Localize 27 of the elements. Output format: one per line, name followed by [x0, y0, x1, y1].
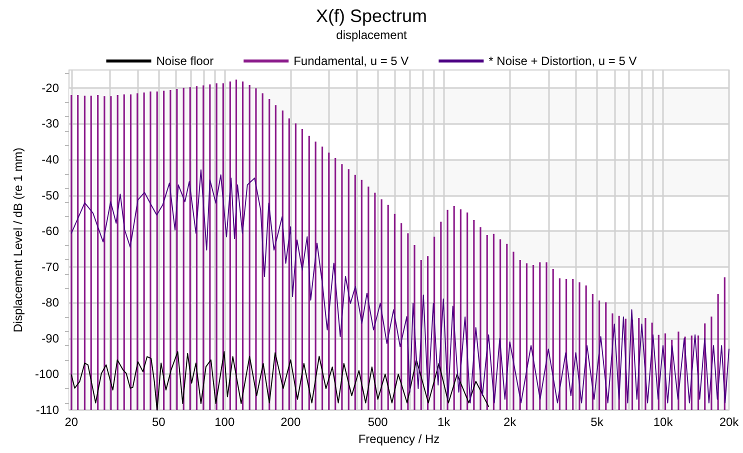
x-tick-label: 1k — [437, 415, 452, 429]
y-tick-label: -70 — [42, 260, 60, 274]
y-tick-label: -50 — [42, 188, 60, 202]
x-axis-title: Frequency / Hz — [358, 432, 440, 446]
x-tick-label: 2k — [503, 415, 518, 429]
y-tick-label: -30 — [42, 116, 60, 131]
x-tick-label: 200 — [280, 415, 301, 429]
y-axis-title: Displacement Level / dB (re 1 mm) — [11, 148, 26, 332]
y-tick-label: -40 — [42, 152, 60, 166]
x-tick-label: 50 — [152, 415, 166, 429]
x-tick-label: 100 — [214, 415, 235, 429]
x-tick-label: 500 — [368, 415, 388, 429]
x-tick-label: 5k — [590, 415, 604, 429]
legend-label: * Noise + Distortion, u = 5 V — [488, 54, 637, 68]
legend-label: Noise floor — [156, 54, 214, 68]
chart-subtitle: displacement — [336, 28, 408, 42]
y-tick-label: -110 — [36, 403, 60, 417]
x-tick-label: 10k — [653, 415, 674, 429]
y-tick-label: -90 — [42, 331, 60, 346]
x-tick-label: 20 — [64, 415, 78, 429]
legend-label: Fundamental, u = 5 V — [294, 54, 409, 68]
y-tick-label: -80 — [42, 296, 60, 310]
chart-title: X(f) Spectrum — [316, 6, 428, 26]
y-tick-label: -60 — [42, 224, 60, 238]
y-tick-label: -100 — [34, 367, 60, 382]
x-tick-label: 20k — [719, 415, 740, 429]
y-tick-label: -20 — [42, 80, 60, 95]
